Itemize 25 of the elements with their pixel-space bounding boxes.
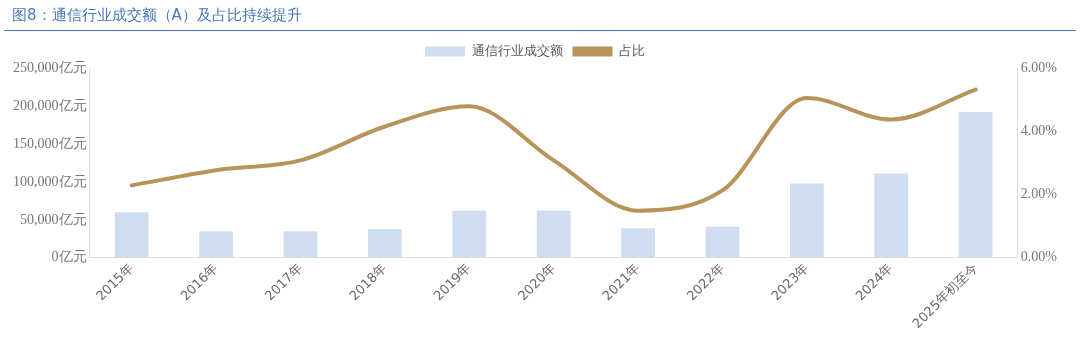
y-tick-label: 200,000亿元 <box>13 97 87 113</box>
y2-tick-label: 0.00% <box>1020 249 1058 265</box>
y-tick-label: 250,000亿元 <box>13 59 87 75</box>
bar <box>958 112 993 258</box>
line-series <box>129 87 978 213</box>
y2-tick-label: 2.00% <box>1020 186 1058 202</box>
bar <box>452 210 487 258</box>
y2-tick-label: 4.00% <box>1020 122 1058 138</box>
bar <box>283 231 318 258</box>
y-tick-label: 100,000亿元 <box>13 173 87 189</box>
y-tick-label: 150,000亿元 <box>13 135 87 151</box>
legend-label: 占比 <box>619 42 645 58</box>
bar <box>621 228 655 258</box>
bar <box>705 226 740 258</box>
chart-title: 图8：通信行业成交额（A）及占比持续提升 <box>4 0 1076 31</box>
bar <box>199 231 233 258</box>
y-tick-label: 50,000亿元 <box>20 211 87 227</box>
y-tick-label: 0亿元 <box>51 249 87 265</box>
legend-label: 通信行业成交额 <box>471 42 563 58</box>
bar <box>114 212 149 258</box>
bar <box>874 173 909 258</box>
bar <box>789 183 824 258</box>
bar <box>536 210 571 258</box>
y2-tick-label: 6.00% <box>1020 59 1058 75</box>
bar <box>368 228 402 258</box>
